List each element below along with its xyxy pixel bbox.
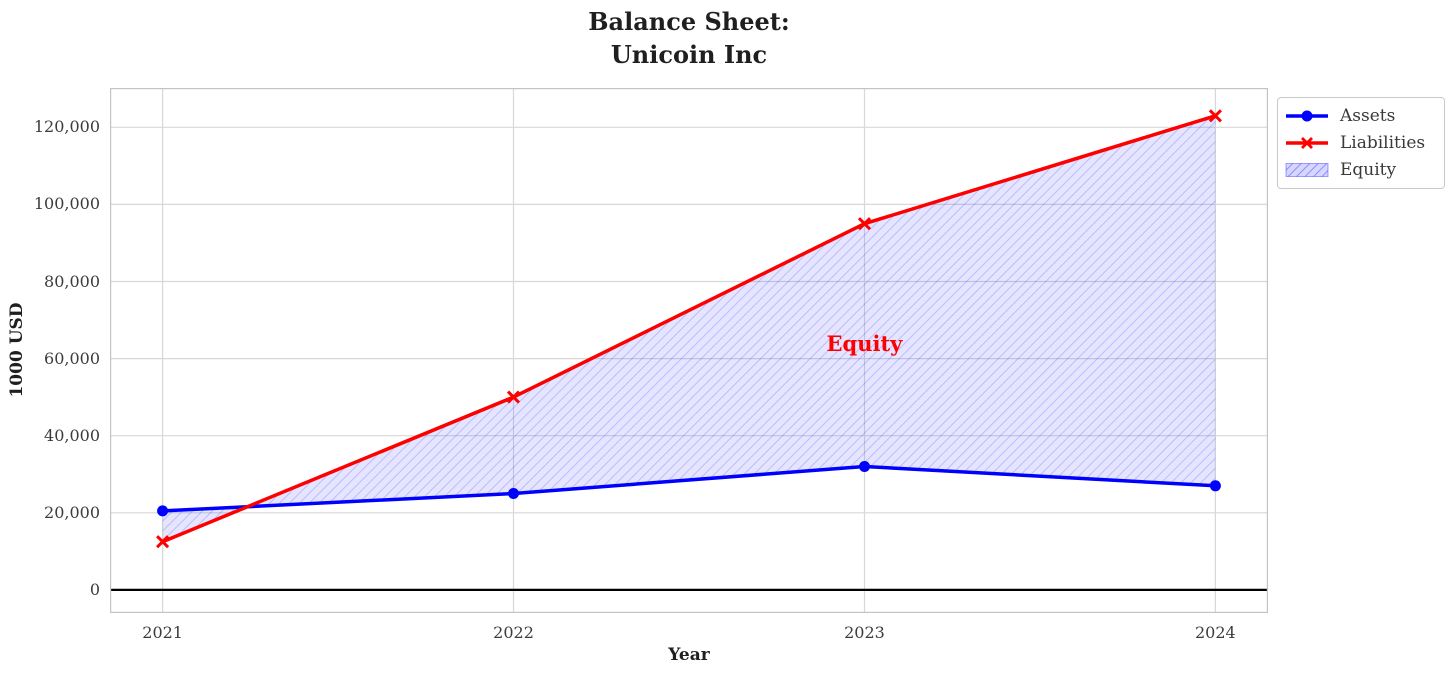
y-tick-label: 0 — [89, 579, 100, 599]
plot-content — [110, 88, 1268, 613]
chart-title-line2: Unicoin Inc — [610, 40, 768, 69]
liabilities-marker — [506, 390, 521, 404]
liabilities-marker — [857, 217, 872, 231]
x-axis-label: Year — [668, 645, 710, 665]
x-tick-label: 2023 — [844, 623, 885, 642]
y-tick-label: 100,000 — [33, 194, 100, 214]
assets-marker — [859, 461, 870, 472]
plot-area — [110, 88, 1268, 613]
plot-border — [110, 88, 1268, 613]
liabilities-marker — [156, 535, 170, 549]
y-tick-label: 120,000 — [33, 117, 100, 137]
x-tick-label: 2022 — [493, 623, 534, 642]
y-tick-label: 40,000 — [44, 425, 100, 445]
legend-label: Assets — [1340, 106, 1396, 126]
legend-item-equity: Equity — [1285, 159, 1434, 181]
liabilities-marker — [1208, 109, 1222, 123]
y-tick-label: 20,000 — [44, 502, 100, 522]
x-tick-label: 2021 — [142, 623, 183, 642]
legend-label: Equity — [1340, 160, 1397, 180]
y-tick-label: 60,000 — [44, 348, 100, 368]
assets-marker — [157, 505, 169, 517]
assets-marker — [508, 488, 519, 499]
legend-label: Liabilities — [1340, 133, 1426, 153]
legend-item-liabilities: Liabilities — [1285, 132, 1434, 154]
liabilities-legend-marker-icon — [1286, 137, 1328, 149]
chart-title-line1: Balance Sheet: — [588, 7, 790, 36]
liabilities-line — [161, 114, 1216, 544]
equity-fill-area — [162, 115, 1216, 542]
y-tick-label: 80,000 — [44, 271, 100, 291]
legend: Assets Liabilities Equity — [1277, 97, 1445, 189]
assets-legend-marker-icon — [1286, 110, 1328, 122]
x-tick-label: 2024 — [1195, 623, 1236, 642]
assets-marker — [1209, 480, 1221, 492]
chart-title: Balance Sheet: Unicoin Inc — [110, 5, 1268, 71]
legend-item-assets: Assets — [1285, 105, 1434, 127]
assets-line — [162, 464, 1216, 513]
equity-area-annotation: Equity — [826, 331, 903, 357]
equity-legend-swatch-icon — [1285, 163, 1329, 177]
